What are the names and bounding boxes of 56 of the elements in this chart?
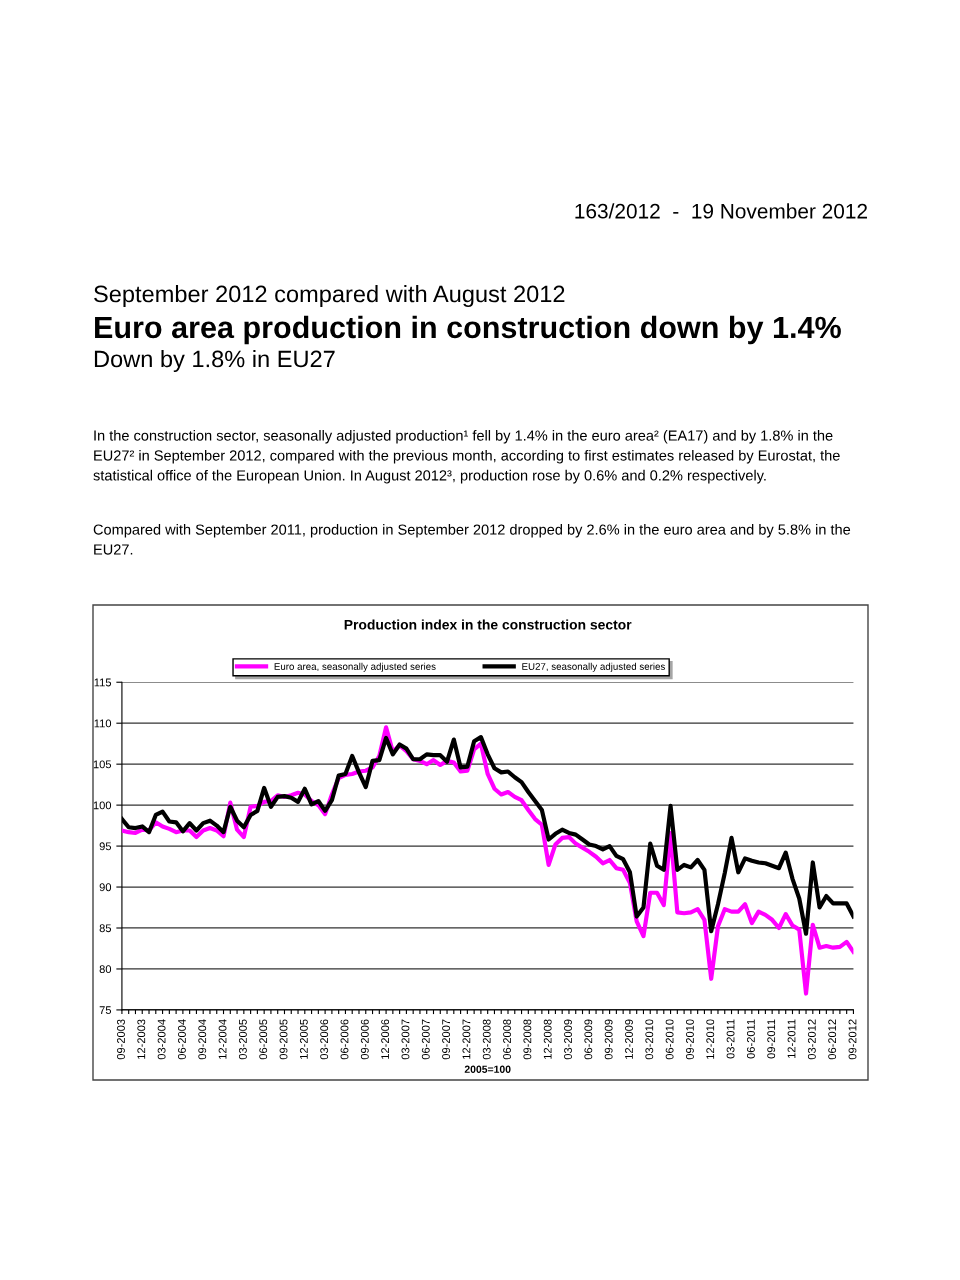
text: Compared with September 2011, production in September 2012 dropped by 2.6% in the euro area and by 5.8% in the EU27. bbox=[93, 524, 851, 555]
x-tick-label: 09-2011 bbox=[767, 1019, 776, 1059]
x-tick-label: 12-2004 bbox=[218, 1019, 227, 1059]
x-tick-label: 12-2006 bbox=[381, 1019, 390, 1059]
x-tick-label: 06-2009 bbox=[584, 1019, 593, 1060]
x-tick-label: 09-2009 bbox=[604, 1019, 613, 1060]
x-tick-label: 06-2005 bbox=[259, 1019, 268, 1060]
x-tick-label: 03-2004 bbox=[157, 1019, 166, 1060]
x-tick-label: 12-2008 bbox=[543, 1019, 552, 1059]
x-tick-label: 03-2010 bbox=[645, 1019, 654, 1060]
y-tick-label: 85 bbox=[99, 924, 112, 933]
x-tick-label: 09-2007 bbox=[442, 1019, 451, 1060]
y-tick-label: 90 bbox=[99, 883, 112, 892]
x-tick-label: 03-2009 bbox=[564, 1019, 572, 1060]
x-tick-label: 12-2005 bbox=[299, 1019, 308, 1059]
x-tick-label: 06-2012 bbox=[828, 1019, 837, 1060]
text: Euro area production in construction down by 1.4% bbox=[95, 315, 841, 345]
y-tick-label: 110 bbox=[94, 719, 112, 728]
x-axis-title: 2005=100 bbox=[464, 1065, 511, 1073]
text: In the construction sector, seasonally adjusted production¹ fell by 1.4% in the euro area² (EA17) and by 1.8% in the EU27² in September 2012, compared with the previous month, according to first estimates released by Eurostat, the statistical office of the European Union. In August 2012³, production rose by 0.6% and 0.2% respectively. bbox=[93, 430, 840, 484]
x-tick-label: 06-2011 bbox=[746, 1019, 755, 1059]
x-tick-label: 12-2011 bbox=[787, 1019, 796, 1059]
x-tick-label: 09-2012 bbox=[848, 1019, 857, 1060]
y-tick-label: 75 bbox=[99, 1006, 112, 1015]
x-tick-label: 03-2012 bbox=[807, 1019, 816, 1060]
text: 163/2012 - 19 November 2012 bbox=[575, 203, 867, 219]
x-tick-label: 12-2003 bbox=[137, 1019, 146, 1059]
x-tick-label: 12-2007 bbox=[462, 1019, 471, 1059]
x-tick-label: 06-2008 bbox=[503, 1019, 511, 1060]
x-tick-label: 09-2005 bbox=[279, 1019, 288, 1060]
x-tick-label: 06-2010 bbox=[665, 1019, 674, 1060]
x-tick-label: 03-2011 bbox=[726, 1019, 735, 1059]
chart-title: Production index in the construction sector bbox=[344, 619, 632, 630]
y-tick-label: 95 bbox=[99, 842, 112, 851]
x-tick-label: 09-2006 bbox=[360, 1019, 369, 1060]
x-tick-label: 06-2007 bbox=[421, 1019, 430, 1060]
y-tick-label: 105 bbox=[93, 760, 112, 769]
x-tick-label: 09-2003 bbox=[117, 1019, 125, 1060]
x-tick-label: 09-2010 bbox=[685, 1019, 694, 1060]
x-tick-label: 06-2006 bbox=[340, 1019, 349, 1060]
x-tick-label: 12-2010 bbox=[706, 1019, 715, 1059]
legend-label: Euro area, seasonally adjusted series bbox=[274, 662, 436, 672]
text: September 2012 compared with August 2012 bbox=[94, 285, 565, 308]
x-tick-label: 03-2008 bbox=[482, 1019, 491, 1060]
x-tick-label: 09-2008 bbox=[523, 1019, 532, 1060]
legend-label: EU27, seasonally adjusted series bbox=[522, 662, 665, 672]
x-tick-label: 03-2005 bbox=[238, 1019, 247, 1060]
y-tick-label: 100 bbox=[93, 801, 112, 810]
x-tick-label: 06-2004 bbox=[177, 1019, 186, 1060]
x-tick-label: 12-2009 bbox=[625, 1019, 633, 1059]
text: Down by 1.8% in EU27 bbox=[94, 350, 335, 373]
x-tick-label: 03-2007 bbox=[401, 1019, 410, 1060]
x-tick-label: 09-2004 bbox=[198, 1019, 207, 1060]
y-tick-label: 115 bbox=[94, 678, 112, 687]
x-tick-label: 03-2006 bbox=[320, 1019, 329, 1060]
y-tick-label: 80 bbox=[99, 965, 112, 974]
